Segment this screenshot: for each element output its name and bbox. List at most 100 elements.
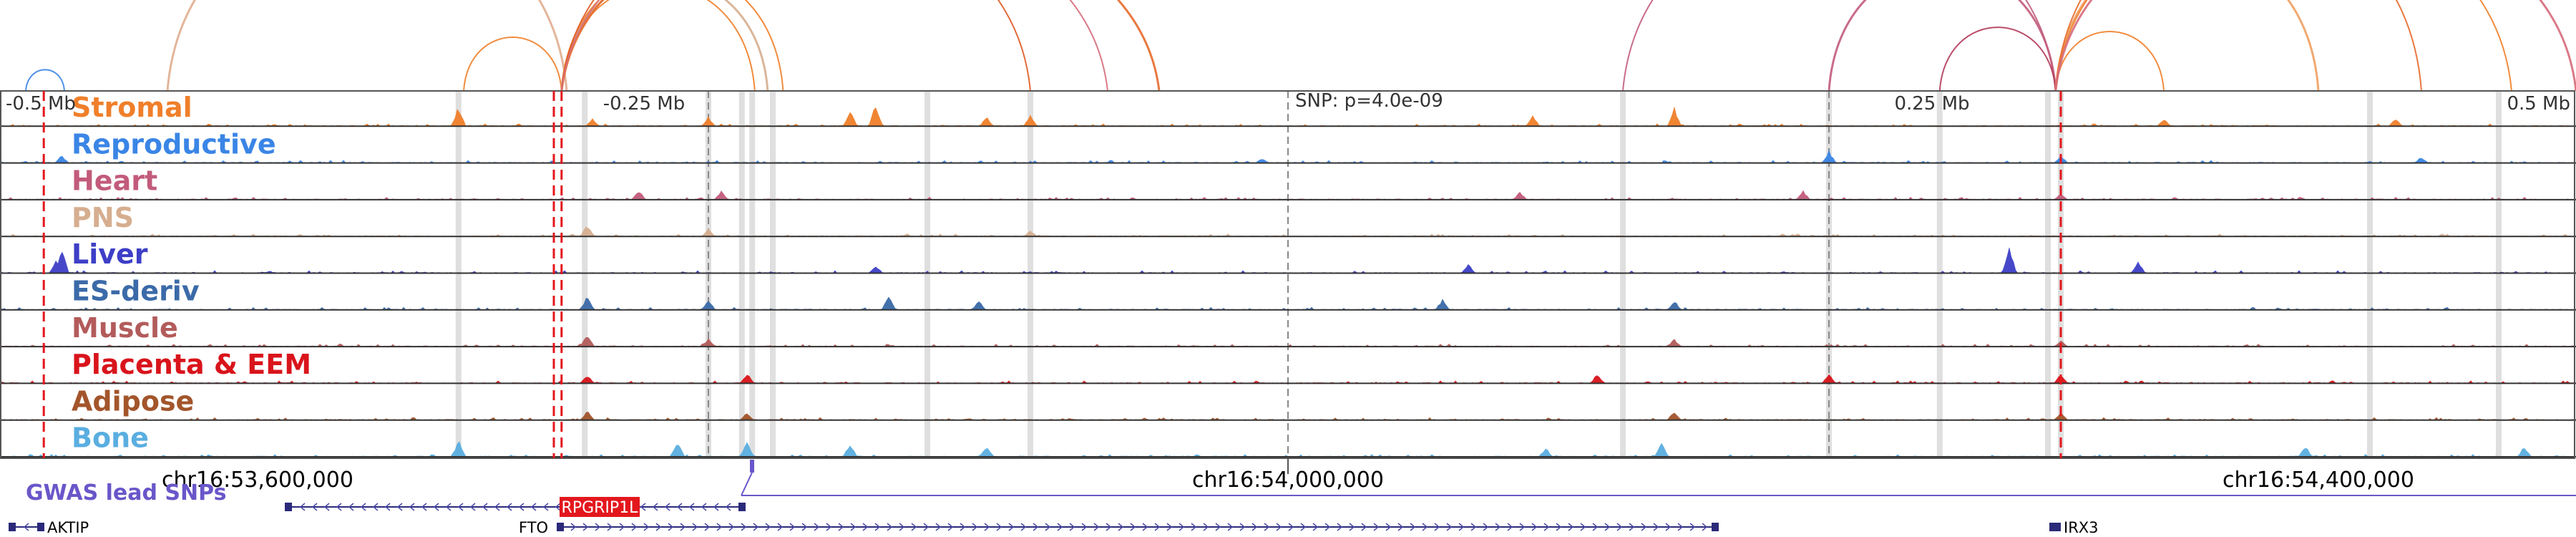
strand-arrow (1179, 523, 1185, 531)
axis-tick-label: 0.25 Mb (1894, 93, 1969, 115)
gene-name: RPGRIP1L (562, 499, 639, 517)
track-adipose: Adipose (0, 385, 2576, 421)
strand-arrow (850, 523, 857, 531)
strand-arrow (457, 503, 464, 511)
snp-pvalue-label: SNP: p=4.0e-09 (1295, 90, 1443, 112)
strand-arrow (1324, 523, 1331, 531)
strand-arrow (1300, 523, 1307, 531)
axis-tick-label: -0.25 Mb (603, 93, 685, 115)
track-label: Heart (72, 165, 157, 197)
strand-arrow (445, 503, 452, 511)
strand-arrow (688, 503, 695, 511)
strand-arrow (1349, 523, 1355, 531)
strand-arrow (1106, 523, 1112, 531)
strand-arrow (1543, 523, 1550, 531)
strand-arrow (652, 503, 658, 511)
strand-arrow (421, 503, 427, 511)
strand-arrow (1568, 523, 1574, 531)
strand-arrow (704, 523, 711, 531)
axis: -0.5 Mb -0.25 Mb 0.25 Mb 0.5 Mb SNP: p=4.0e-… (6, 90, 2570, 493)
strand-arrow (640, 503, 646, 511)
strand-arrow (862, 523, 869, 531)
highlight-region (455, 91, 462, 458)
strand-arrow (530, 503, 537, 511)
strand-arrow (1410, 523, 1416, 531)
gwas-snp-connector (741, 472, 753, 496)
highlight-region (1620, 91, 1626, 458)
track-placenta-eem: Placenta & EEM (0, 349, 2576, 384)
strand-arrow (1677, 523, 1684, 531)
strand-arrow (336, 503, 342, 511)
strand-arrow (899, 523, 905, 531)
gene-name: AKTIP (47, 519, 89, 536)
strand-arrow (1093, 523, 1100, 531)
strand-arrow (433, 503, 439, 511)
strand-arrow (631, 523, 638, 531)
strand-arrow (826, 523, 832, 531)
strand-arrow (777, 523, 784, 531)
gene-highlight-box (560, 497, 640, 517)
track-label: Muscle (72, 312, 178, 344)
interaction-arc (2054, 0, 2422, 92)
track-bone: Bone (0, 422, 2576, 458)
strand-arrow (1020, 523, 1027, 531)
interaction-arc (560, 0, 784, 92)
strand-arrow (1057, 523, 1063, 531)
strand-arrow (1142, 523, 1148, 531)
strand-arrow (1203, 523, 1209, 531)
strand-arrow (753, 523, 759, 531)
strand-arrow (996, 523, 1002, 531)
strand-arrow (396, 503, 403, 511)
gene-annotation: GWAS lead SNPs RPGRIP1L AKTIP FTO IRX3 (9, 460, 2576, 536)
strand-arrow (482, 503, 488, 511)
gene-irx3: IRX3 (2049, 519, 2099, 536)
strand-arrow (923, 523, 930, 531)
strand-arrow (680, 523, 686, 531)
strand-arrow (1689, 523, 1696, 531)
strand-arrow (1422, 523, 1428, 531)
strand-arrow (384, 503, 391, 511)
strand-arrow (570, 523, 577, 531)
track-pns: PNS (0, 202, 2576, 238)
interaction-arc (166, 0, 568, 92)
strand-arrow (1446, 523, 1453, 531)
strand-arrow (582, 523, 589, 531)
strand-arrow (1629, 523, 1635, 531)
strand-arrow (372, 503, 379, 511)
strand-arrow (887, 523, 893, 531)
strand-arrow (1312, 523, 1319, 531)
strand-arrow (1337, 523, 1343, 531)
gene-name: FTO (519, 519, 548, 536)
strand-arrow (1507, 523, 1513, 531)
strand-arrow (1592, 523, 1599, 531)
strand-arrow (1045, 523, 1051, 531)
strand-arrow (1665, 523, 1672, 531)
coordinate-label: chr16:53,600,000 (162, 468, 353, 493)
strand-arrow (692, 523, 698, 531)
snp-marks (42, 91, 2062, 458)
strand-arrow (668, 523, 674, 531)
interaction-arc (2054, 31, 2165, 92)
strand-arrow (1252, 523, 1258, 531)
strand-arrow (716, 523, 723, 531)
strand-arrow (409, 503, 415, 511)
strand-arrow (664, 503, 670, 511)
strand-arrow (299, 503, 306, 511)
strand-arrow (360, 503, 366, 511)
gene-exon (285, 503, 292, 511)
interaction-arc (2054, 0, 2576, 92)
strand-arrow (1556, 523, 1562, 531)
track-label: PNS (72, 202, 134, 233)
gene-rpgrip1l: RPGRIP1L (285, 497, 746, 517)
strand-arrow (741, 523, 747, 531)
strand-arrow (1434, 523, 1440, 531)
strand-arrow (1458, 523, 1465, 531)
highlight-region (1936, 91, 1943, 458)
track-label: Placenta & EEM (72, 349, 311, 380)
track-reproductive: Reproductive (0, 128, 2576, 164)
gene-exon (2049, 523, 2057, 531)
strand-arrow (494, 503, 500, 511)
strand-arrow (1227, 523, 1234, 531)
interaction-arc (2054, 0, 2512, 92)
